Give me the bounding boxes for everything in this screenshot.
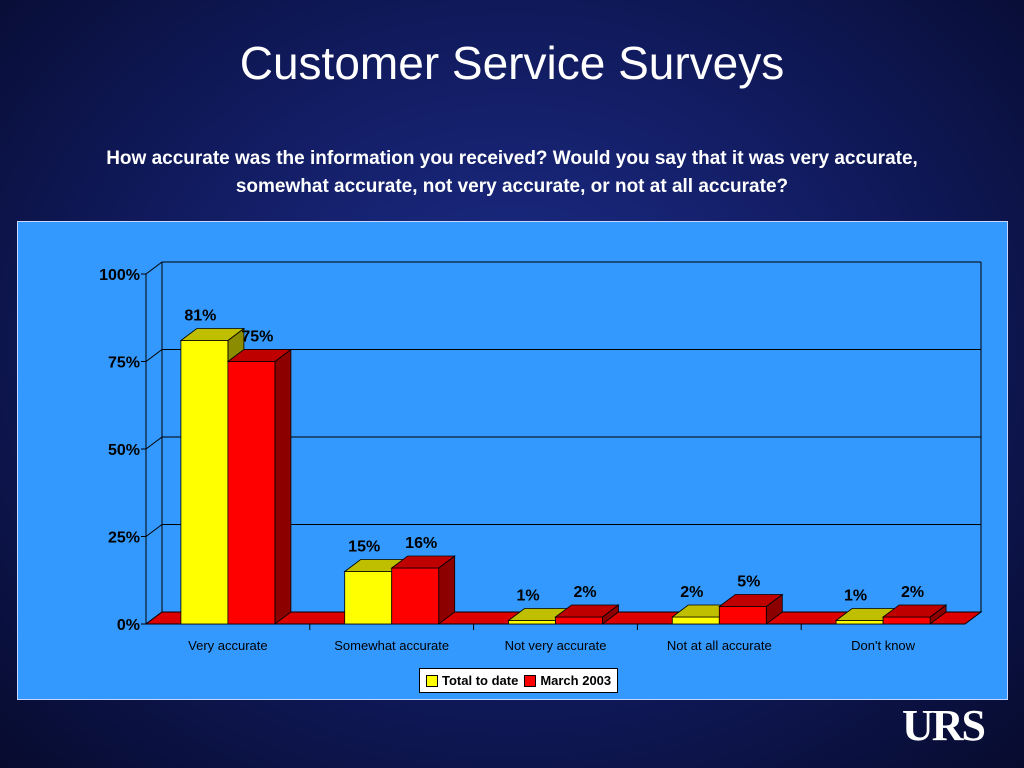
legend-label-march: March 2003 — [540, 673, 612, 688]
side-wall-gridline — [145, 524, 163, 537]
bar-march-3 — [718, 593, 784, 625]
data-label: 1% — [844, 588, 867, 605]
y-tick-label: 75% — [108, 355, 140, 372]
bar-front — [555, 616, 603, 625]
data-label: 81% — [184, 308, 216, 325]
bar-march-0 — [226, 348, 293, 625]
data-label: 16% — [405, 535, 437, 552]
bar-chart: 0% 25% 50% 75% 100% 81% 75% Very accurate 15% 16%… — [99, 261, 983, 653]
legend-swatch-march — [524, 674, 537, 687]
bar-front — [718, 606, 767, 625]
bar-top — [881, 604, 948, 618]
bar-top — [226, 349, 293, 362]
side-wall-gridline — [145, 261, 163, 275]
bar-top — [718, 594, 784, 607]
bar-march-4 — [881, 604, 948, 625]
bar-front — [508, 620, 556, 625]
side-wall-gridline — [145, 436, 163, 450]
data-label: 2% — [680, 584, 703, 601]
data-label: 1% — [516, 588, 539, 605]
chart-panel: 0% 25% 50% 75% 100% 81% 75% Very accurate 15% 16%… — [17, 221, 1008, 700]
urs-logo: URS — [902, 701, 986, 750]
bar-top — [554, 604, 620, 618]
data-label: 2% — [573, 584, 596, 601]
bar-march-2 — [554, 604, 620, 625]
bar-side — [274, 348, 292, 625]
x-tick-label: Somewhat accurate — [334, 638, 449, 653]
data-label: 2% — [901, 584, 924, 601]
bar-front — [882, 616, 931, 625]
y-tick-label: 50% — [108, 442, 140, 459]
legend-swatch-total — [426, 674, 438, 687]
legend-item-total: Total to date — [426, 673, 518, 688]
chart-legend: Total to date March 2003 — [419, 668, 619, 693]
side-wall-gridline — [145, 349, 163, 362]
bar-top — [390, 555, 456, 569]
y-tick-label: 0% — [117, 617, 140, 634]
data-label: 5% — [737, 574, 760, 591]
legend-label-total: Total to date — [442, 673, 519, 688]
bar-front — [180, 340, 229, 625]
bar-front — [344, 571, 393, 625]
survey-question: How accurate was the information you rec… — [106, 148, 918, 197]
bar-front — [227, 361, 276, 625]
x-tick-label: Not at all accurate — [667, 638, 772, 653]
bar-front — [835, 620, 884, 625]
bar-march-1 — [390, 555, 456, 625]
bar-top — [179, 328, 246, 341]
data-label: 15% — [348, 539, 380, 556]
slide-title: Customer Service Surveys — [239, 37, 785, 89]
legend-item-march: March 2003 — [524, 673, 611, 688]
x-tick-label: Not very accurate — [505, 638, 607, 653]
bar-front — [391, 567, 440, 625]
y-tick-label: 100% — [99, 267, 140, 284]
x-tick-label: Don't know — [851, 638, 916, 653]
x-tick-label: Very accurate — [188, 638, 268, 653]
data-label: 75% — [241, 329, 273, 346]
bar-front — [671, 616, 720, 625]
y-tick-label: 25% — [108, 530, 140, 547]
